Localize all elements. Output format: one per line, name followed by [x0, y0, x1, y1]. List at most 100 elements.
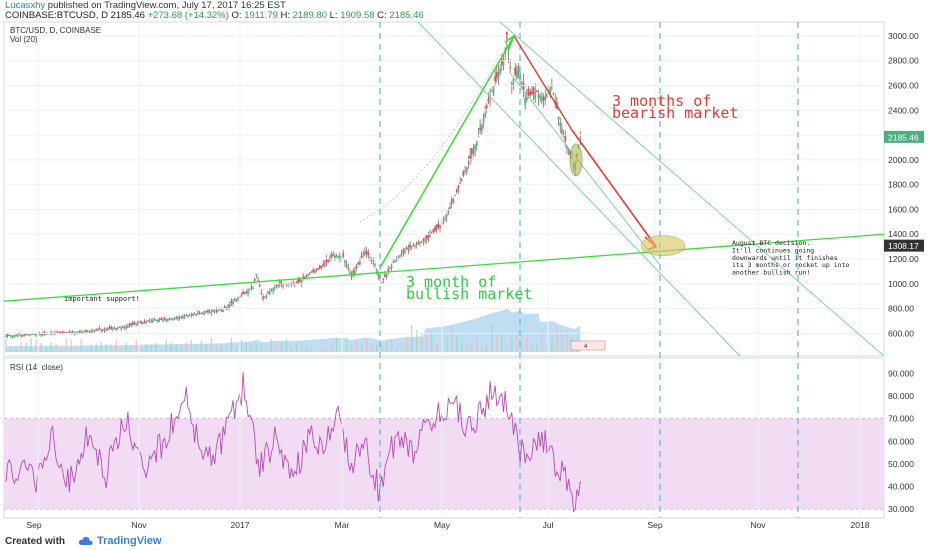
volume-bar	[345, 337, 348, 352]
candle-body	[365, 250, 368, 254]
candle-body	[367, 252, 370, 256]
candle-body	[123, 326, 126, 328]
volume-bar	[205, 343, 208, 352]
candle-body	[474, 145, 477, 149]
candle-body	[41, 333, 44, 336]
candle-body	[263, 296, 266, 298]
volume-bar	[401, 349, 403, 352]
candle-body	[459, 183, 461, 185]
rsi-band	[4, 418, 884, 510]
candle-body	[81, 331, 84, 333]
change-value: +273.68 (+14.32%)	[147, 10, 229, 21]
candle-body	[475, 141, 478, 146]
price-tick-label: 1200.00	[888, 254, 919, 264]
volume-bar	[365, 338, 368, 352]
candle-body	[202, 312, 204, 315]
volume-bar	[10, 348, 12, 352]
bearish-arrow-line	[571, 129, 657, 248]
candle-body	[272, 288, 275, 292]
tradingview-link[interactable]: TradingView	[97, 535, 162, 547]
candle-body	[185, 315, 188, 316]
volume-bar	[75, 346, 77, 352]
candle-body	[402, 249, 405, 253]
volume-bar	[220, 345, 223, 352]
candle-body	[490, 91, 493, 92]
symbol-label: COINBASE:BTCUSD, D 2185.46	[5, 10, 148, 21]
candle-body	[5, 335, 7, 337]
candle-body	[160, 318, 163, 320]
volume-bar	[245, 342, 248, 352]
candle-body	[167, 319, 169, 321]
candle-body	[61, 331, 64, 333]
candle-body	[375, 269, 378, 273]
volume-bar	[355, 339, 358, 352]
candle-body	[567, 149, 570, 151]
candle-body	[374, 264, 376, 266]
candle-body	[332, 255, 335, 257]
volume-bar	[461, 341, 463, 352]
candle-body	[177, 317, 179, 320]
rsi-tick-label: 80.000	[888, 391, 914, 401]
candle-body	[16, 335, 19, 337]
candle-body	[487, 98, 490, 103]
volume-bar	[30, 338, 32, 352]
price-tag-label: 1308.17	[888, 241, 919, 251]
candle-body	[163, 317, 166, 320]
candle-body	[325, 259, 328, 263]
volume-bar	[135, 339, 137, 352]
volume-bar	[60, 347, 62, 352]
rsi-layer: 30.000 40.000 50.000 60.000 70.000 80.000 90.0…	[4, 363, 914, 514]
candle-body	[11, 335, 14, 337]
candle-body	[115, 328, 118, 330]
price-tag-label: 2185.46	[888, 132, 919, 142]
candle-body	[213, 311, 216, 313]
candle-body	[60, 331, 62, 333]
candle-body	[524, 97, 527, 106]
axis-layer: 600.00 800.00 1000.00 1200.00 1400.00 1600.00…	[4, 22, 919, 530]
candle-body	[315, 268, 318, 271]
volume-bar	[265, 347, 268, 352]
candle-body	[136, 321, 139, 324]
volume-bar	[150, 345, 152, 352]
candle-body	[30, 334, 32, 336]
candle-body	[38, 333, 41, 335]
candle-body	[317, 268, 320, 270]
volume-bar	[471, 341, 473, 352]
candle-body	[420, 241, 423, 243]
candle-body	[141, 322, 144, 325]
volume-bar	[481, 348, 483, 352]
dotted-curve	[359, 54, 501, 223]
candle-body	[429, 233, 431, 236]
candle-body	[26, 334, 29, 336]
candle-body	[500, 57, 503, 65]
author-link[interactable]: Lucasxhy	[5, 0, 46, 11]
candle-body	[243, 291, 246, 293]
candle-body	[252, 287, 254, 289]
candle-body	[297, 279, 300, 283]
close-value: 2185.46	[389, 10, 424, 21]
volume-bar	[225, 349, 228, 352]
candle-body	[20, 334, 22, 337]
candle-body	[15, 335, 17, 337]
candle-body	[100, 329, 103, 331]
candle-body	[335, 255, 338, 258]
volume-bar	[556, 325, 558, 352]
candle-body	[455, 188, 458, 193]
candle-body	[21, 334, 24, 337]
candle-body	[165, 319, 168, 322]
candle-body	[410, 246, 413, 248]
volume-bar	[230, 338, 233, 352]
candle-body	[544, 97, 547, 101]
candle-body	[530, 91, 533, 95]
candle-body	[10, 335, 12, 337]
candle-body	[514, 67, 517, 75]
candle-body	[233, 300, 236, 302]
candle-body	[364, 251, 366, 255]
candle-body	[442, 221, 445, 224]
candle-body	[390, 265, 393, 268]
candle-body	[230, 300, 233, 304]
price-tick-label: 3000.00	[888, 31, 919, 41]
candle-body	[382, 278, 385, 280]
volume-bar	[521, 335, 523, 352]
